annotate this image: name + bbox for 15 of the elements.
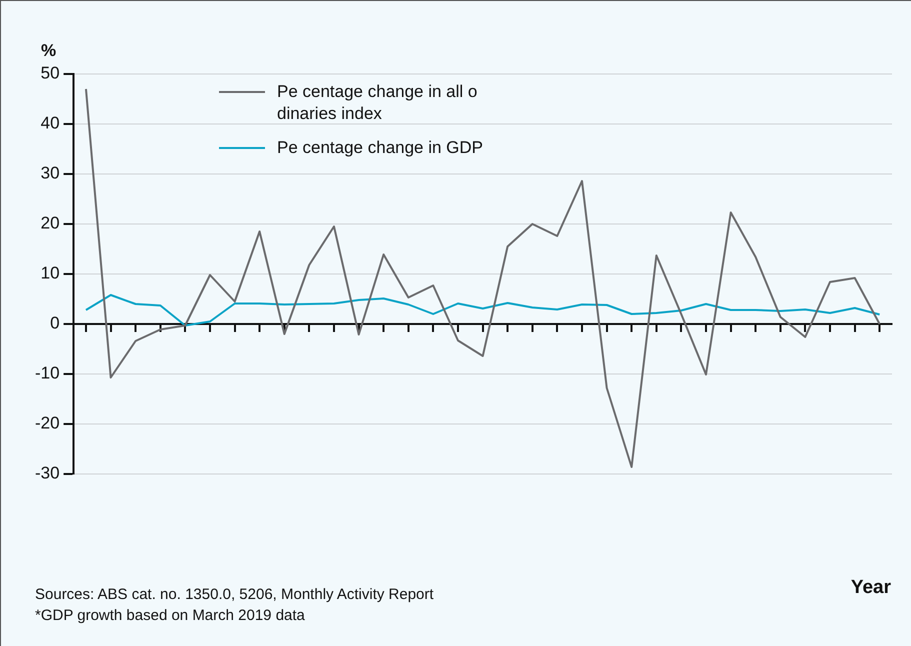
y-tick-label: 30	[40, 164, 60, 183]
source-note: Sources: ABS cat. no. 1350.0, 5206, Monthly Activity Report	[35, 585, 434, 605]
y-tick-label: -20	[34, 414, 60, 433]
legend-label: Pe centage change in GDP	[277, 137, 484, 159]
y-tick-label: 10	[40, 264, 60, 283]
y-tick-label: 0	[50, 314, 60, 333]
x-axis-title: Year	[850, 577, 891, 599]
y-tick-label: 50	[40, 64, 60, 83]
y-tick-label: -10	[34, 364, 60, 383]
y-tick-label: 20	[40, 214, 60, 233]
y-axis-title: %	[41, 41, 56, 61]
y-tick-label: -30	[34, 464, 60, 483]
legend-label: Pe centage change in all o dinaries index	[277, 81, 478, 125]
text: *GDP growth based on March 2019 data	[35, 606, 306, 626]
y-tick-label: 40	[40, 114, 60, 133]
